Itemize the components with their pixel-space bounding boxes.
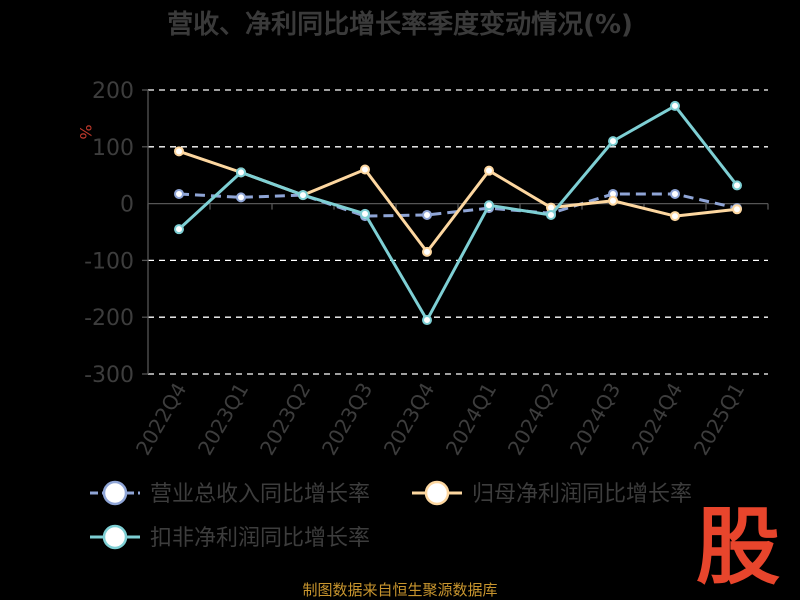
y-axis-unit: % (76, 124, 95, 139)
data-point-2-2023Q1 (236, 167, 246, 178)
data-point-0-2022Q4 (174, 188, 184, 199)
data-point-2-2024Q2 (546, 209, 556, 220)
data-point-2-2023Q2 (298, 190, 308, 201)
y-tick-label--300: -300 (84, 363, 134, 388)
axes (142, 89, 769, 375)
data-point-2-2024Q3 (608, 136, 618, 147)
y-tick-label-0: 0 (120, 193, 134, 218)
chart-title: 营收、净利同比增长率季度变动情况(%) (167, 9, 633, 40)
data-point-1-2024Q3 (608, 195, 618, 206)
data-point-2-2025Q1 (732, 180, 742, 191)
data-point-0-2024Q4 (670, 188, 680, 199)
x-tick-label-2024Q3: 2024Q3 (565, 379, 625, 460)
y-tick-label-200: 200 (92, 79, 134, 104)
data-point-1-2023Q4 (422, 246, 432, 257)
y-tick-label--200: -200 (84, 306, 134, 331)
data-point-1-2025Q1 (732, 204, 742, 215)
data-point-2-2022Q4 (174, 224, 184, 235)
data-point-2-2024Q1 (484, 200, 494, 211)
legend-marker-1 (424, 480, 450, 506)
y-tick-label--100: -100 (84, 249, 134, 274)
data-point-0-2023Q1 (236, 192, 246, 203)
legend-label-2: 扣非净利润同比增长率 (150, 526, 370, 551)
x-tick-label-2022Q4: 2022Q4 (131, 379, 191, 460)
brand-logo: 股 (696, 497, 780, 596)
data-point-2-2024Q4 (670, 100, 680, 111)
data-point-2-2023Q3 (360, 208, 370, 219)
series-line-0 (178, 192, 738, 218)
data-point-1-2024Q4 (670, 211, 680, 222)
x-tick-label-2025Q1: 2025Q1 (689, 379, 749, 460)
legend-marker-2 (102, 524, 128, 550)
x-tick-label-2023Q3: 2023Q3 (317, 379, 377, 460)
series-line-2 (177, 104, 739, 322)
x-tick-label-2023Q4: 2023Q4 (379, 379, 439, 460)
legend-label-0: 营业总收入同比增长率 (150, 482, 370, 507)
legend-label-1: 归母净利润同比增长率 (472, 482, 692, 507)
legend-marker-0 (102, 480, 128, 506)
y-tick-labels: 200 100 0 -100 -200 -300 (84, 79, 134, 388)
series-lines (174, 100, 742, 326)
x-tick-labels: 2022Q4 2023Q1 2023Q2 2023Q3 2023Q4 2024Q1 2024… (131, 379, 749, 460)
x-tick-label-2024Q4: 2024Q4 (627, 379, 687, 460)
grid-lines (148, 89, 768, 375)
data-point-0-2023Q4 (422, 209, 432, 220)
x-tick-label-2024Q2: 2024Q2 (503, 379, 563, 460)
data-point-1-2022Q4 (174, 146, 184, 157)
data-point-1-2024Q1 (484, 165, 494, 176)
series-line-1 (178, 149, 738, 254)
data-point-1-2023Q3 (360, 164, 370, 175)
x-tick-label-2023Q1: 2023Q1 (193, 379, 253, 460)
x-tick-label-2023Q2: 2023Q2 (255, 379, 315, 460)
y-tick-label-100: 100 (92, 136, 134, 161)
data-point-2-2023Q4 (422, 315, 432, 326)
x-tick-label-2024Q1: 2024Q1 (441, 379, 501, 460)
footer-source: 制图数据来自恒生聚源数据库 (302, 581, 497, 599)
